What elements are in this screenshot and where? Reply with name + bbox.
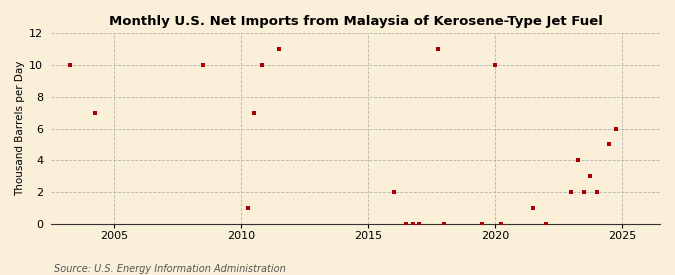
Title: Monthly U.S. Net Imports from Malaysia of Kerosene-Type Jet Fuel: Monthly U.S. Net Imports from Malaysia o… [109, 15, 602, 28]
Point [585, 174, 595, 178]
Y-axis label: Thousand Barrels per Day: Thousand Barrels per Day [15, 61, 25, 196]
Point [242, 206, 253, 210]
Point [433, 47, 443, 51]
Point [566, 190, 576, 194]
Point [477, 222, 488, 226]
Point [257, 63, 268, 67]
Point [541, 222, 551, 226]
Point [591, 190, 602, 194]
Point [414, 222, 425, 226]
Point [90, 111, 101, 115]
Point [65, 63, 76, 67]
Point [496, 222, 507, 226]
Point [528, 206, 539, 210]
Point [198, 63, 209, 67]
Point [401, 222, 412, 226]
Point [489, 63, 500, 67]
Point [610, 126, 621, 131]
Point [248, 111, 259, 115]
Point [572, 158, 583, 163]
Point [274, 47, 285, 51]
Point [604, 142, 615, 147]
Point [388, 190, 399, 194]
Point [578, 190, 589, 194]
Point [407, 222, 418, 226]
Text: Source: U.S. Energy Information Administration: Source: U.S. Energy Information Administ… [54, 264, 286, 274]
Point [439, 222, 450, 226]
